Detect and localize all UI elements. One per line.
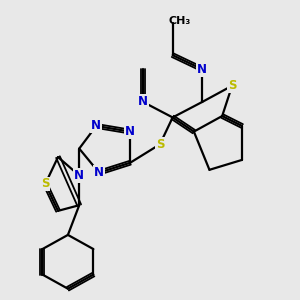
Text: N: N xyxy=(91,119,101,132)
Text: N: N xyxy=(125,125,135,138)
Text: N: N xyxy=(74,169,84,182)
Text: S: S xyxy=(156,138,164,151)
Text: S: S xyxy=(228,79,236,92)
Text: N: N xyxy=(94,166,104,179)
Text: CH₃: CH₃ xyxy=(169,16,191,26)
Text: S: S xyxy=(41,178,50,190)
Text: N: N xyxy=(138,95,148,108)
Text: N: N xyxy=(197,63,207,76)
